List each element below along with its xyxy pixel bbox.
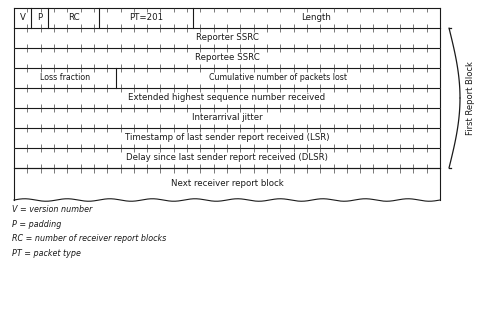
Text: First Report Block: First Report Block <box>466 61 475 135</box>
Text: RC: RC <box>68 14 80 23</box>
Text: Interarrival jitter: Interarrival jitter <box>192 113 262 122</box>
Text: Cumulative number of packets lost: Cumulative number of packets lost <box>209 73 347 82</box>
Text: Next receiver report block: Next receiver report block <box>170 179 283 188</box>
Text: V: V <box>20 14 26 23</box>
Text: V = version number: V = version number <box>12 205 92 214</box>
Text: Loss fraction: Loss fraction <box>40 73 90 82</box>
Text: P: P <box>37 14 42 23</box>
Text: Extended highest sequence number received: Extended highest sequence number receive… <box>128 94 326 103</box>
Text: Length: Length <box>302 14 332 23</box>
Text: P = padding: P = padding <box>12 219 61 228</box>
Text: RC = number of receiver report blocks: RC = number of receiver report blocks <box>12 234 166 243</box>
Text: PT = packet type: PT = packet type <box>12 249 80 258</box>
Text: PT=201: PT=201 <box>129 14 163 23</box>
Text: Reportee SSRC: Reportee SSRC <box>194 54 260 63</box>
Text: Reporter SSRC: Reporter SSRC <box>196 33 258 42</box>
Text: Delay since last sender report received (DLSR): Delay since last sender report received … <box>126 153 328 162</box>
Text: Timestamp of last sender report received (LSR): Timestamp of last sender report received… <box>125 134 329 143</box>
